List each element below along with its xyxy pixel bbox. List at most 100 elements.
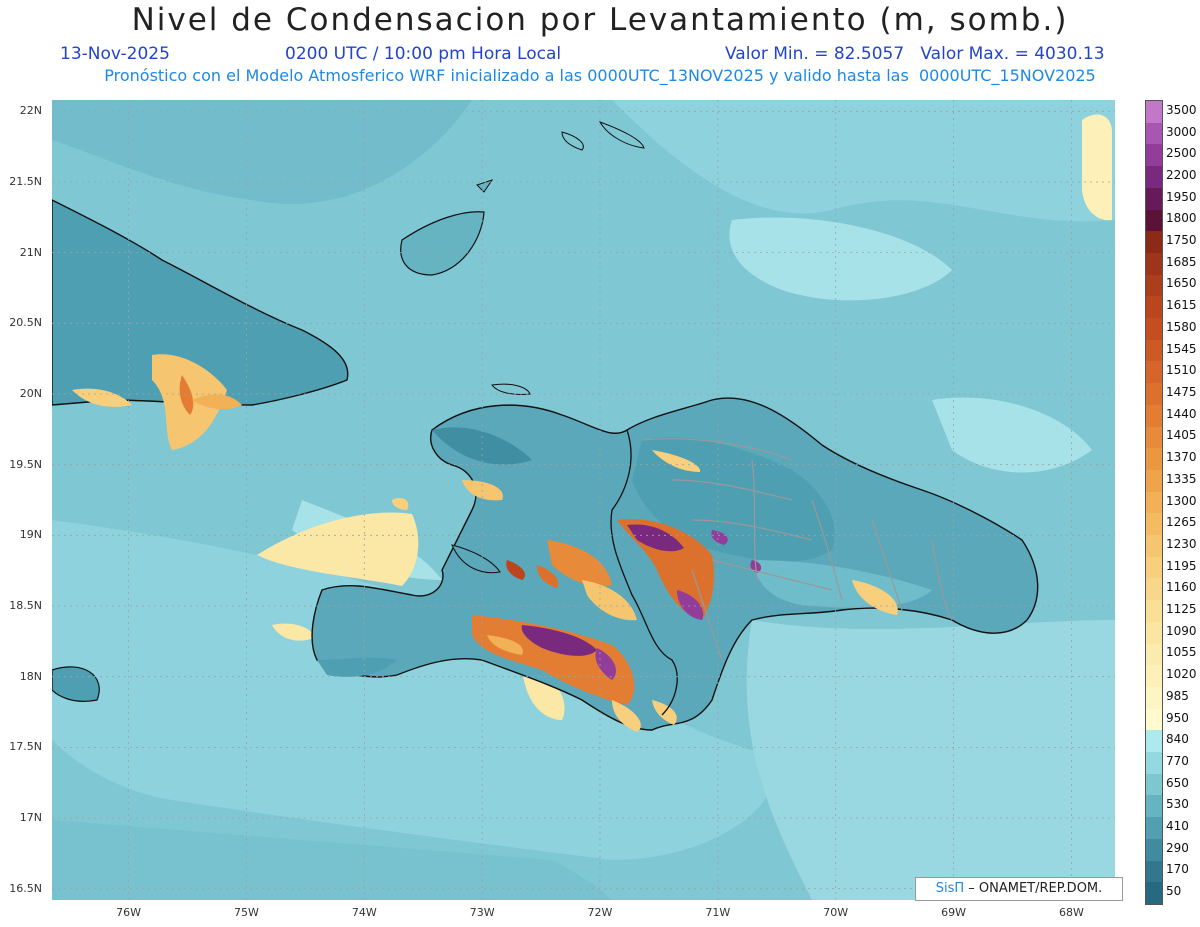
colorbar-label: 50 [1166,884,1182,899]
colorbar [1145,100,1163,905]
colorbar-segment [1146,730,1162,753]
colorbar-segment [1146,643,1162,666]
lon-label: 76W [116,906,142,919]
lon-label: 70W [823,906,849,919]
lon-label: 73W [469,906,495,919]
colorbar-label: 1750 [1166,233,1197,248]
colorbar-segment [1146,817,1162,840]
lat-label: 17N [19,811,42,825]
forecast-validity: Pronóstico con el Modelo Atmosferico WRF… [104,66,1096,85]
colorbar-segment [1146,448,1162,471]
colorbar-label: 2500 [1166,146,1197,161]
colorbar-label: 1160 [1166,580,1197,595]
forecast-time: 0200 UTC / 10:00 pm Hora Local [285,44,562,64]
colorbar-label: 1195 [1166,558,1197,573]
credit-org: – ONAMET/REP.DOM. [964,881,1103,896]
colorbar-segment [1146,838,1162,862]
colorbar-segment [1146,882,1162,905]
colorbar-label: 985 [1166,688,1189,703]
colorbar-segment [1146,361,1162,384]
colorbar-label: 1685 [1166,254,1197,269]
lon-label: 72W [587,906,613,919]
colorbar-label: 1650 [1166,276,1197,291]
colorbar-label: 530 [1166,797,1189,812]
colorbar-label: 1405 [1166,428,1197,443]
lat-label: 21.5N [9,174,42,188]
sispi-logo: SisΠ [935,881,965,896]
colorbar-label: 770 [1166,753,1189,768]
colorbar-label: 290 [1166,840,1189,855]
colorbar-segment [1146,469,1162,493]
colorbar-segment [1146,209,1162,232]
lat-label: 20N [19,386,42,400]
lat-label: 22N [19,104,42,118]
colorbar-segment [1146,621,1162,645]
colorbar-label: 1020 [1166,667,1197,682]
colorbar-label: 1125 [1166,602,1197,616]
map-area [52,100,1115,900]
lat-label: 19.5N [9,457,42,471]
colorbar-segment [1146,252,1162,276]
colorbar-segment [1146,101,1162,124]
min-max-values: Valor Min. = 82.5057 Valor Max. = 4030.1… [725,44,1105,64]
forecast-date: 13-Nov-2025 [60,44,170,64]
colorbar-segment [1146,122,1162,145]
lon-label: 69W [941,906,966,919]
colorbar-segment [1146,578,1162,601]
colorbar-segment [1146,860,1162,883]
colorbar-label: 1090 [1166,623,1197,638]
colorbar-label: 1055 [1166,645,1197,660]
colorbar-label: 1545 [1166,341,1197,356]
lat-label: 21N [19,245,42,259]
lon-label: 71W [705,906,731,919]
colorbar-label: 1510 [1166,363,1197,378]
colorbar-segment [1146,404,1162,428]
map-canvas [52,100,1115,900]
colorbar-label: 1300 [1166,493,1197,508]
colorbar-label: 410 [1166,819,1189,834]
lat-label: 16.5N [9,881,42,895]
colorbar-label: 1950 [1166,189,1197,204]
colorbar-segment [1146,166,1162,189]
colorbar-label: 3000 [1166,124,1197,139]
colorbar-label: 1230 [1166,536,1197,551]
colorbar-label: 1615 [1166,298,1197,313]
lon-label: 75W [234,906,259,919]
colorbar-label: 1335 [1166,471,1197,486]
colorbar-segment [1146,339,1162,362]
colorbar-label: 170 [1166,862,1189,877]
colorbar-label: 1370 [1166,450,1197,465]
lat-label: 20.5N [9,316,42,330]
colorbar-label: 1265 [1166,515,1197,530]
colorbar-label: 3500 [1166,102,1197,117]
colorbar-segment [1146,513,1162,536]
colorbar-segment [1146,686,1162,710]
colorbar-segment [1146,665,1162,688]
credit-box: SisΠ – ONAMET/REP.DOM. [915,877,1123,901]
lat-label: 19N [19,528,42,542]
colorbar-segment [1146,426,1162,449]
colorbar-label: 840 [1166,732,1189,747]
colorbar-label: 1800 [1166,211,1197,226]
colorbar-segment [1146,231,1162,254]
colorbar-segment [1146,600,1162,623]
colorbar-label: 1580 [1166,319,1197,334]
colorbar-segment [1146,144,1162,167]
colorbar-segment [1146,318,1162,341]
colorbar-label: 2200 [1166,167,1197,182]
colorbar-segment [1146,752,1162,775]
colorbar-segment [1146,708,1162,731]
colorbar-label: 1475 [1166,384,1197,399]
colorbar-segment [1146,187,1162,210]
colorbar-segment [1146,296,1162,319]
colorbar-segment [1146,795,1162,818]
map-title: Nivel de Condensacion por Levantamiento … [131,2,1069,38]
colorbar-segment [1146,383,1162,406]
lat-label: 18N [19,669,42,683]
colorbar-segment [1146,535,1162,558]
lat-label: 18.5N [9,599,42,612]
colorbar-segment [1146,274,1162,297]
colorbar-label: 1440 [1166,406,1197,421]
lat-label: 17.5N [9,740,42,754]
lon-label: 74W [351,906,377,919]
